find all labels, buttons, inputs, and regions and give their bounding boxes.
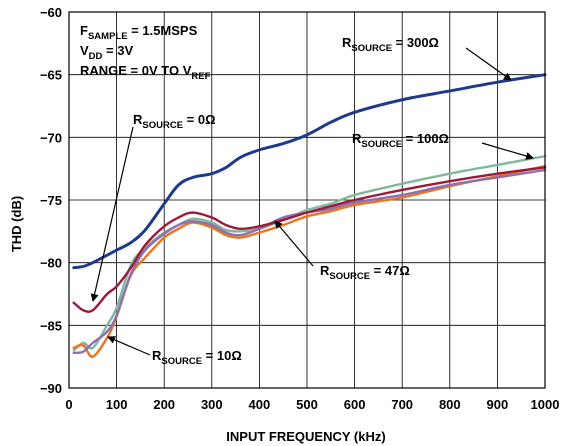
arrow-rsource-0 bbox=[90, 126, 134, 302]
y-tick-label: −80 bbox=[40, 256, 62, 271]
series-line-0 bbox=[72, 73, 547, 270]
series-layer bbox=[72, 73, 547, 358]
x-tick-label: 900 bbox=[487, 397, 509, 412]
label-rsource-47: RSOURCE = 47Ω bbox=[320, 263, 410, 282]
series-line-2 bbox=[72, 164, 547, 358]
arrow-rsource-10 bbox=[107, 336, 151, 356]
x-tick-label: 400 bbox=[249, 397, 271, 412]
label-rsource-100: RSOURCE = 100Ω bbox=[352, 131, 449, 150]
x-tick-label: 100 bbox=[106, 397, 128, 412]
condition-vdd: VDD = 3V bbox=[80, 43, 133, 62]
x-axis-title: INPUT FREQUENCY (kHz) bbox=[226, 429, 385, 444]
y-tick-label: −85 bbox=[40, 318, 62, 333]
x-tick-label: 800 bbox=[439, 397, 461, 412]
series-line-1 bbox=[72, 154, 547, 352]
y-tick-label: −65 bbox=[40, 68, 62, 83]
arrow-rsource-47 bbox=[274, 220, 314, 267]
plot-frame bbox=[68, 11, 546, 389]
condition-range: RANGE = 0V TO VREF bbox=[80, 63, 211, 82]
y-tick-label: −60 bbox=[40, 5, 62, 20]
x-tick-label: 300 bbox=[201, 397, 223, 412]
y-tick-label: −70 bbox=[40, 130, 62, 145]
condition-sample-rate: FSAMPLE = 1.5MSPS bbox=[80, 23, 198, 42]
y-tick-label: −90 bbox=[40, 381, 62, 396]
x-tick-label: 500 bbox=[296, 397, 318, 412]
series-line-3 bbox=[72, 166, 547, 314]
x-tick-label: 1000 bbox=[531, 397, 560, 412]
x-tick-label: 600 bbox=[344, 397, 366, 412]
x-tick-label: 700 bbox=[391, 397, 413, 412]
series-line-4 bbox=[72, 168, 547, 355]
y-tick-label: −75 bbox=[40, 193, 62, 208]
x-tick-labels: 0 100 200 300 400 500 600 700 800 900 1000 bbox=[65, 397, 559, 412]
arrow-rsource-100 bbox=[481, 142, 534, 160]
label-rsource-300: RSOURCE = 300Ω bbox=[342, 35, 439, 54]
y-axis-title: THD (dB) bbox=[9, 196, 24, 252]
arrow-rsource-300 bbox=[465, 47, 512, 81]
x-tick-label: 0 bbox=[65, 397, 72, 412]
y-tick-labels: −60 −65 −70 −75 −80 −85 −90 bbox=[40, 5, 62, 396]
label-rsource-0: RSOURCE = 0Ω bbox=[133, 112, 216, 131]
x-tick-label: 200 bbox=[153, 397, 175, 412]
label-rsource-10: RSOURCE = 10Ω bbox=[152, 348, 242, 367]
